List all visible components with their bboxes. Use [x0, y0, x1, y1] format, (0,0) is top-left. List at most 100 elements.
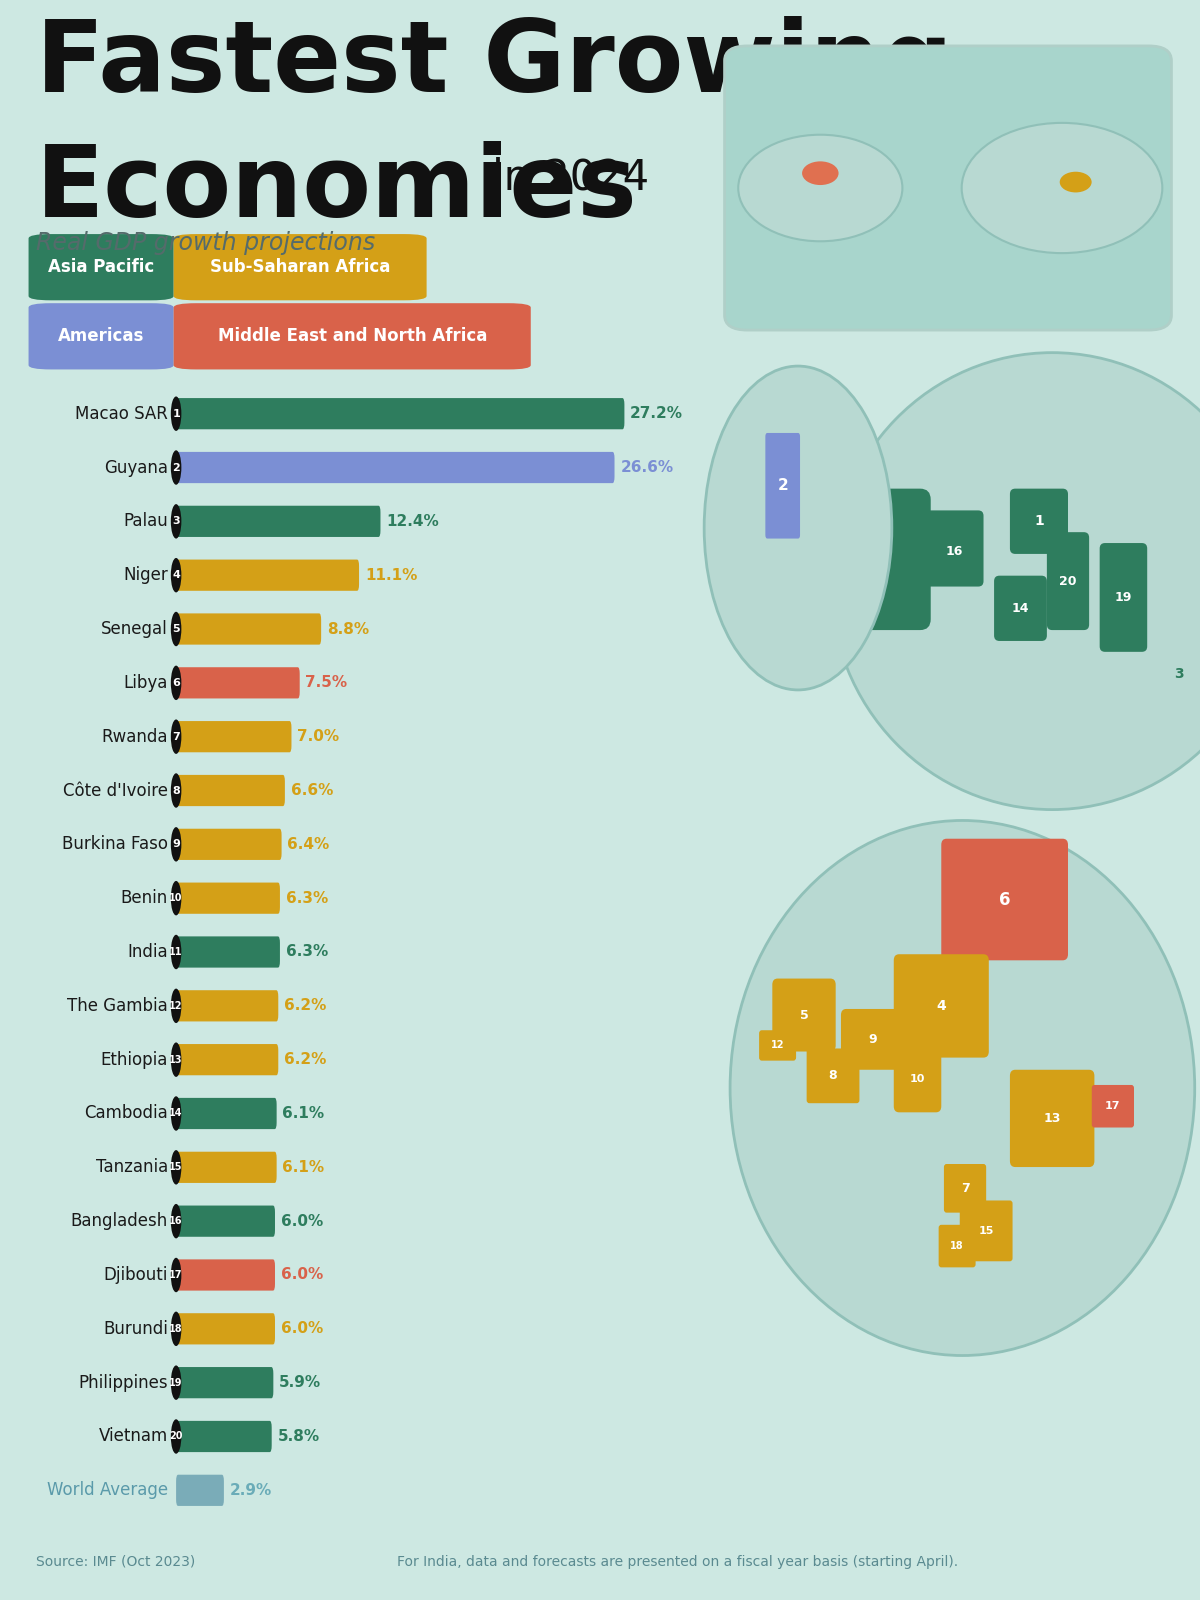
FancyBboxPatch shape [938, 1226, 976, 1267]
Circle shape [170, 989, 181, 1022]
Text: 2: 2 [173, 462, 180, 472]
Circle shape [170, 1203, 181, 1238]
FancyBboxPatch shape [894, 954, 989, 1058]
Circle shape [830, 352, 1200, 810]
FancyBboxPatch shape [174, 234, 427, 301]
FancyBboxPatch shape [994, 576, 1046, 642]
Circle shape [170, 773, 181, 808]
Text: 17: 17 [169, 1270, 182, 1280]
Text: 18: 18 [950, 1242, 964, 1251]
Text: Economies: Economies [36, 141, 637, 238]
Circle shape [1060, 171, 1092, 192]
Text: Vietnam: Vietnam [98, 1427, 168, 1445]
Text: 11.1%: 11.1% [365, 568, 418, 582]
FancyBboxPatch shape [760, 1030, 796, 1061]
Circle shape [730, 821, 1195, 1355]
Text: 7: 7 [961, 1182, 970, 1195]
FancyBboxPatch shape [176, 1205, 275, 1237]
Circle shape [170, 504, 181, 539]
Text: 16: 16 [169, 1216, 182, 1226]
Circle shape [170, 720, 181, 754]
FancyBboxPatch shape [894, 1045, 941, 1112]
FancyBboxPatch shape [176, 560, 359, 590]
Circle shape [802, 162, 839, 186]
Text: 3: 3 [173, 517, 180, 526]
Circle shape [170, 1365, 181, 1400]
Circle shape [170, 397, 181, 430]
Circle shape [170, 666, 181, 701]
Text: Niger: Niger [124, 566, 168, 584]
FancyBboxPatch shape [176, 1314, 275, 1344]
FancyBboxPatch shape [176, 506, 380, 538]
Text: Ethiopia: Ethiopia [101, 1051, 168, 1069]
FancyBboxPatch shape [941, 838, 1068, 960]
Text: Benin: Benin [121, 890, 168, 907]
Text: 12.4%: 12.4% [386, 514, 439, 530]
Text: Palau: Palau [124, 512, 168, 530]
Text: 14: 14 [169, 1109, 182, 1118]
Text: 1: 1 [173, 408, 180, 419]
Text: 16: 16 [946, 544, 964, 558]
Circle shape [170, 1096, 181, 1131]
FancyBboxPatch shape [176, 722, 292, 752]
Circle shape [170, 882, 181, 915]
Text: 2.9%: 2.9% [229, 1483, 272, 1498]
Text: 17: 17 [1105, 1101, 1121, 1112]
Text: Macao SAR: Macao SAR [74, 405, 168, 422]
Text: 2: 2 [778, 478, 788, 493]
FancyBboxPatch shape [1046, 533, 1090, 630]
Text: Real GDP growth projections: Real GDP growth projections [36, 230, 376, 254]
Text: 6.3%: 6.3% [286, 944, 328, 960]
FancyBboxPatch shape [806, 1048, 859, 1104]
Text: 6: 6 [172, 678, 180, 688]
FancyBboxPatch shape [830, 488, 931, 630]
Text: For India, data and forecasts are presented on a fiscal year basis (starting Apr: For India, data and forecasts are presen… [397, 1555, 958, 1568]
Text: 6.0%: 6.0% [281, 1322, 323, 1336]
Text: 12: 12 [169, 1002, 182, 1011]
Text: 6.2%: 6.2% [284, 998, 326, 1013]
FancyBboxPatch shape [1099, 542, 1147, 651]
Text: 5.8%: 5.8% [277, 1429, 319, 1443]
FancyBboxPatch shape [176, 774, 284, 806]
Text: Burundi: Burundi [103, 1320, 168, 1338]
Text: Sub-Saharan Africa: Sub-Saharan Africa [210, 258, 390, 277]
Text: Asia Pacific: Asia Pacific [48, 258, 155, 277]
Text: 14: 14 [1012, 602, 1030, 614]
Text: 8: 8 [173, 786, 180, 795]
Text: Philippines: Philippines [78, 1374, 168, 1392]
Text: 9: 9 [172, 840, 180, 850]
Text: 8: 8 [829, 1069, 838, 1082]
Text: Libya: Libya [124, 674, 168, 691]
Text: 4: 4 [936, 998, 946, 1013]
Text: The Gambia: The Gambia [67, 997, 168, 1014]
FancyBboxPatch shape [29, 304, 174, 370]
Text: 3: 3 [1174, 667, 1183, 680]
FancyBboxPatch shape [944, 1165, 986, 1213]
FancyBboxPatch shape [176, 613, 322, 645]
Text: Burkina Faso: Burkina Faso [62, 835, 168, 853]
Circle shape [170, 1150, 181, 1184]
FancyBboxPatch shape [176, 667, 300, 699]
FancyBboxPatch shape [766, 434, 800, 539]
Text: 13: 13 [169, 1054, 182, 1064]
FancyBboxPatch shape [725, 46, 1171, 330]
Text: 10: 10 [169, 893, 182, 902]
Text: 6.0%: 6.0% [281, 1267, 323, 1283]
FancyBboxPatch shape [176, 1366, 274, 1398]
Text: 18: 18 [169, 1323, 182, 1334]
Text: 6.3%: 6.3% [286, 891, 328, 906]
Text: Middle East and North Africa: Middle East and North Africa [217, 328, 487, 346]
Text: Senegal: Senegal [101, 621, 168, 638]
Text: in 2024: in 2024 [479, 157, 649, 198]
FancyBboxPatch shape [841, 1010, 905, 1070]
FancyBboxPatch shape [29, 234, 174, 301]
FancyBboxPatch shape [176, 398, 624, 429]
Circle shape [170, 934, 181, 970]
Circle shape [170, 558, 181, 592]
FancyBboxPatch shape [925, 510, 984, 587]
Text: 1: 1 [1034, 514, 1044, 528]
Text: World Average: World Average [47, 1482, 168, 1499]
Text: Fastest Growing: Fastest Growing [36, 16, 953, 114]
FancyBboxPatch shape [1010, 1070, 1094, 1166]
FancyBboxPatch shape [960, 1200, 1013, 1261]
